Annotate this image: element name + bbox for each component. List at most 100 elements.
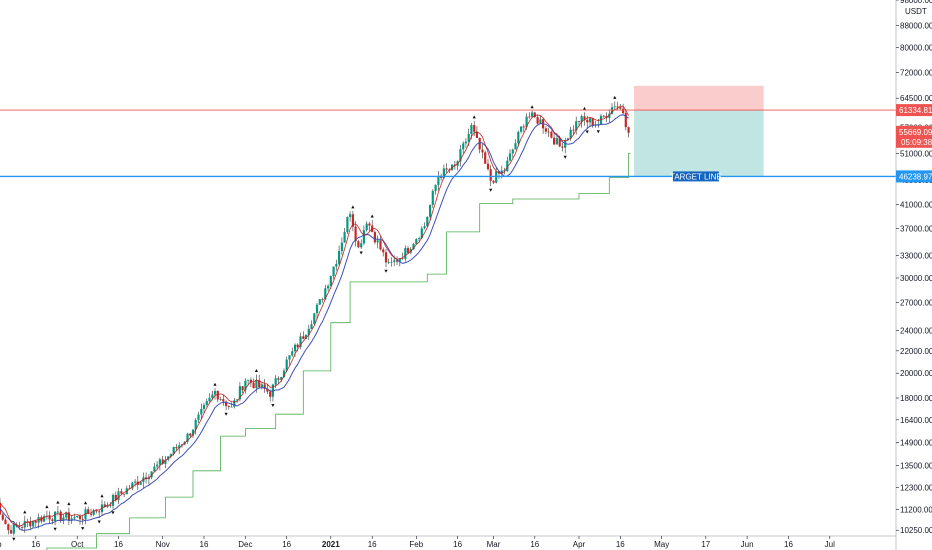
price-tick-label: 24000.00	[900, 326, 932, 335]
candle-body	[473, 125, 476, 132]
candle-body	[624, 113, 627, 128]
candle-body	[622, 108, 625, 114]
candle-body	[376, 240, 379, 243]
candle-body	[343, 232, 346, 243]
candle-body	[362, 230, 365, 244]
time-axis[interactable]: Sep 16 Oct 16 Nov 16 Dec 16 2021 16 Feb 16 Mar 16 Apr 1…	[0, 535, 896, 549]
candle-body	[266, 388, 269, 392]
candle-body	[553, 137, 556, 145]
time-tick-label: 16	[453, 540, 462, 549]
candle-body	[172, 447, 175, 455]
candle-body	[539, 119, 542, 124]
candle-body	[164, 459, 167, 464]
candle-body	[536, 117, 539, 124]
candle-body	[544, 128, 547, 132]
price-tick-label: 33000.00	[900, 252, 932, 261]
pivot-low-marker	[596, 130, 600, 134]
candle-body	[489, 169, 492, 181]
candle-body	[566, 138, 569, 141]
candle-body	[324, 288, 327, 300]
candle-body	[48, 515, 51, 520]
pivot-high-marker	[472, 115, 476, 119]
candle-body	[227, 406, 230, 407]
candle-body	[393, 260, 396, 262]
candle-body	[169, 454, 172, 457]
candle-body	[329, 276, 332, 286]
candle-body	[178, 445, 181, 449]
candle-body	[481, 149, 484, 153]
pivot-high-marker	[56, 500, 60, 504]
candle-body	[225, 401, 228, 406]
candle-body	[390, 261, 393, 263]
candle-body	[274, 378, 277, 385]
candle-body	[219, 399, 222, 400]
candle-body	[238, 386, 241, 400]
candle-body	[211, 394, 214, 398]
candle-body	[531, 112, 534, 117]
current-price-label: 55669.09	[899, 128, 932, 137]
candle-body	[627, 127, 630, 133]
candle-body	[236, 399, 239, 401]
candle-body	[56, 511, 59, 513]
candle-body	[150, 471, 153, 478]
candle-body	[511, 149, 514, 154]
trailing-stop-line	[46, 153, 631, 550]
price-axis[interactable]: 98000.00 88000.00 80000.00 72000.00 64500.00…	[895, 0, 932, 550]
price-tick-label: 20000.00	[900, 369, 932, 378]
candle-body	[92, 510, 95, 515]
candle-body	[357, 241, 360, 248]
pivot-high-marker	[613, 95, 617, 99]
candle-body	[293, 344, 297, 352]
price-tick-label: 22000.00	[900, 347, 932, 356]
candle-body	[506, 160, 509, 172]
candle-body	[18, 526, 21, 528]
candle-body	[429, 205, 432, 217]
price-tick-label: 37000.00	[900, 225, 932, 234]
candle-body	[216, 391, 219, 400]
price-tick-label: 18000.00	[900, 394, 932, 403]
entry-price-badge: 61334.81	[899, 106, 932, 115]
candle-body	[522, 126, 525, 128]
candle-body	[120, 491, 123, 494]
candle-body	[478, 138, 481, 150]
candle-body	[65, 512, 68, 518]
pivot-low-marker	[563, 155, 567, 159]
candle-body	[208, 397, 211, 402]
candle-body	[558, 138, 561, 147]
candle-body	[233, 400, 236, 407]
price-tick-label: 98000.00	[900, 0, 932, 5]
time-tick-label: Nov	[156, 540, 170, 549]
price-levels[interactable]: TARGET LINE	[0, 109, 896, 182]
pivot-markers	[12, 95, 617, 541]
candle-body	[202, 404, 206, 409]
ma-slow-line	[0, 105, 629, 527]
candle-body	[321, 299, 324, 300]
pivot-high-marker	[67, 502, 71, 506]
candle-body	[288, 355, 291, 360]
candle-body	[263, 384, 266, 389]
price-tick-label: 13500.00	[900, 462, 932, 471]
time-tick-label: Apr	[573, 540, 586, 549]
candle-body	[484, 152, 487, 164]
candle-body	[368, 223, 371, 226]
candle-body	[258, 380, 261, 388]
candle-body	[517, 131, 520, 144]
candle-body	[365, 223, 368, 231]
candle-body	[588, 118, 592, 123]
candle-body	[555, 138, 558, 145]
pivot-high-marker	[83, 501, 88, 505]
candle-body	[533, 112, 536, 118]
time-tick-label: 16	[616, 540, 625, 549]
candle-body	[406, 248, 410, 253]
candle-body	[459, 149, 462, 162]
candle-body	[547, 131, 550, 133]
candle-body	[191, 429, 195, 436]
position-box[interactable]	[634, 85, 764, 177]
candle-body	[616, 106, 619, 108]
pivot-low-marker	[359, 251, 363, 255]
pivot-high-marker	[582, 106, 587, 110]
price-tick-label: 11200.00	[900, 505, 932, 514]
candle-body	[302, 336, 305, 339]
candle-body	[354, 226, 357, 242]
